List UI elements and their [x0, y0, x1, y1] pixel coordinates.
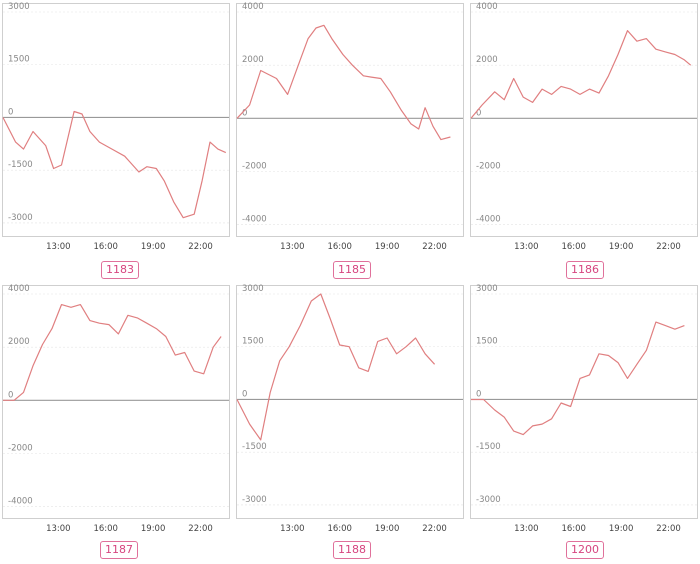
y-tick-label: -2000: [242, 162, 267, 172]
y-tick-label: 3000: [242, 284, 264, 294]
line-chart-1183: 3000 1500 0 -1500 -3000 13:00 16:00 19:00 22:00: [2, 2, 229, 252]
y-tick-label: 0: [242, 389, 247, 399]
x-tick-label: 13:00: [46, 524, 71, 534]
series-line: [236, 293, 436, 441]
x-tick-label: 19:00: [609, 524, 634, 534]
y-tick-label: 2000: [242, 55, 264, 65]
x-tick-label: 22:00: [656, 242, 681, 252]
chart-label-1200: 1200: [566, 541, 604, 559]
chart-label-1183: 1183: [101, 261, 139, 279]
series-line: [471, 321, 685, 436]
x-tick-label: 22:00: [422, 524, 447, 534]
series-line: [470, 30, 692, 119]
x-tick-label: 19:00: [141, 242, 166, 252]
y-tick-label: 1500: [476, 337, 498, 347]
series-line: [3, 304, 222, 401]
plot-area: 3000 1500 0 -1500 -3000 13:00 16:00 19:00 22:00: [236, 284, 464, 534]
line-chart-1200: 3000 1500 0 -1500 -3000 13:00 16:00 19:00 22:00: [471, 284, 697, 534]
y-tick-label: 4000: [476, 2, 498, 12]
y-tick-label: 1500: [8, 55, 30, 65]
x-tick-label: 16:00: [561, 524, 586, 534]
x-tick-label: 16:00: [93, 524, 118, 534]
x-tick-label: 16:00: [327, 524, 352, 534]
y-tick-label: 2000: [8, 337, 30, 347]
y-tick-label: 0: [242, 108, 247, 118]
y-tick-label: -1500: [476, 442, 501, 452]
x-tick-label: 19:00: [141, 524, 166, 534]
chart-panel-1186: 4000 2000 0 -2000 -4000 13:00 16:00 19:00 22:00 …: [470, 2, 698, 279]
y-tick-label: 0: [8, 107, 13, 117]
x-tick-label: 13:00: [280, 242, 305, 252]
chart-panel-1188: 3000 1500 0 -1500 -3000 13:00 16:00 19:00 22:00 …: [236, 284, 464, 560]
y-tick-label: -4000: [242, 215, 267, 225]
chart-label-1187: 1187: [100, 541, 138, 559]
plot-area: 4000 2000 0 -2000 -4000 13:00 16:00 19:00 22:00: [470, 2, 698, 252]
plot-area: 4000 2000 0 -2000 -4000 13:00 16:00 19:00 22:00: [236, 2, 464, 252]
x-tick-label: 13:00: [280, 524, 305, 534]
plot-area: 3000 1500 0 -1500 -3000 13:00 16:00 19:00 22:00: [470, 284, 698, 534]
y-tick-label: 0: [476, 108, 481, 118]
y-tick-label: -4000: [8, 497, 33, 507]
line-chart-1186: 4000 2000 0 -2000 -4000 13:00 16:00 19:00 22:00: [470, 2, 697, 252]
line-chart-1188: 3000 1500 0 -1500 -3000 13:00 16:00 19:00 22:00: [236, 284, 463, 534]
y-tick-label: -3000: [476, 495, 501, 505]
x-tick-label: 16:00: [561, 242, 586, 252]
line-chart-1187: 4000 2000 0 -2000 -4000 13:00 16:00 19:00 22:00: [3, 284, 229, 534]
y-tick-label: 4000: [242, 2, 264, 12]
y-tick-label: 0: [476, 389, 481, 399]
y-tick-label: 3000: [476, 284, 498, 294]
chart-panel-1200: 3000 1500 0 -1500 -3000 13:00 16:00 19:00 22:00 …: [470, 284, 698, 560]
series-line: [236, 24, 451, 141]
x-tick-label: 13:00: [514, 242, 539, 252]
x-tick-label: 16:00: [327, 242, 352, 252]
x-tick-label: 13:00: [514, 524, 539, 534]
y-tick-label: -3000: [242, 495, 267, 505]
x-tick-label: 22:00: [188, 524, 213, 534]
plot-area: 3000 1500 0 -1500 -3000 13:00 16:00 19:00 22:00: [2, 2, 230, 252]
y-tick-label: 1500: [242, 337, 264, 347]
y-tick-label: -1500: [242, 442, 267, 452]
x-tick-label: 22:00: [656, 524, 681, 534]
y-tick-label: -1500: [8, 160, 33, 170]
x-tick-label: 13:00: [46, 242, 71, 252]
chart-panel-1183: 3000 1500 0 -1500 -3000 13:00 16:00 19:00 22:00 …: [2, 2, 230, 279]
chart-label-1188: 1188: [333, 541, 371, 559]
y-tick-label: 3000: [8, 2, 30, 12]
y-tick-label: 4000: [8, 284, 30, 294]
plot-area: 4000 2000 0 -2000 -4000 13:00 16:00 19:00 22:00: [2, 284, 230, 534]
x-tick-label: 16:00: [93, 242, 118, 252]
y-tick-label: -3000: [8, 213, 33, 223]
y-tick-label: 0: [8, 390, 13, 400]
line-chart-1185: 4000 2000 0 -2000 -4000 13:00 16:00 19:00 22:00: [236, 2, 463, 252]
chart-label-1185: 1185: [333, 261, 371, 279]
chart-panel-1185: 4000 2000 0 -2000 -4000 13:00 16:00 19:00 22:00 …: [236, 2, 464, 279]
series-line: [2, 110, 227, 219]
chart-panel-1187: 4000 2000 0 -2000 -4000 13:00 16:00 19:00 22:00 …: [2, 284, 230, 560]
y-tick-label: -2000: [8, 444, 33, 454]
y-tick-label: -2000: [476, 162, 501, 172]
y-tick-label: 2000: [476, 55, 498, 65]
chart-label-1186: 1186: [566, 261, 604, 279]
x-tick-label: 19:00: [375, 524, 400, 534]
x-tick-label: 19:00: [609, 242, 634, 252]
x-tick-label: 22:00: [188, 242, 213, 252]
x-tick-label: 22:00: [422, 242, 447, 252]
x-tick-label: 19:00: [375, 242, 400, 252]
y-tick-label: -4000: [476, 215, 501, 225]
